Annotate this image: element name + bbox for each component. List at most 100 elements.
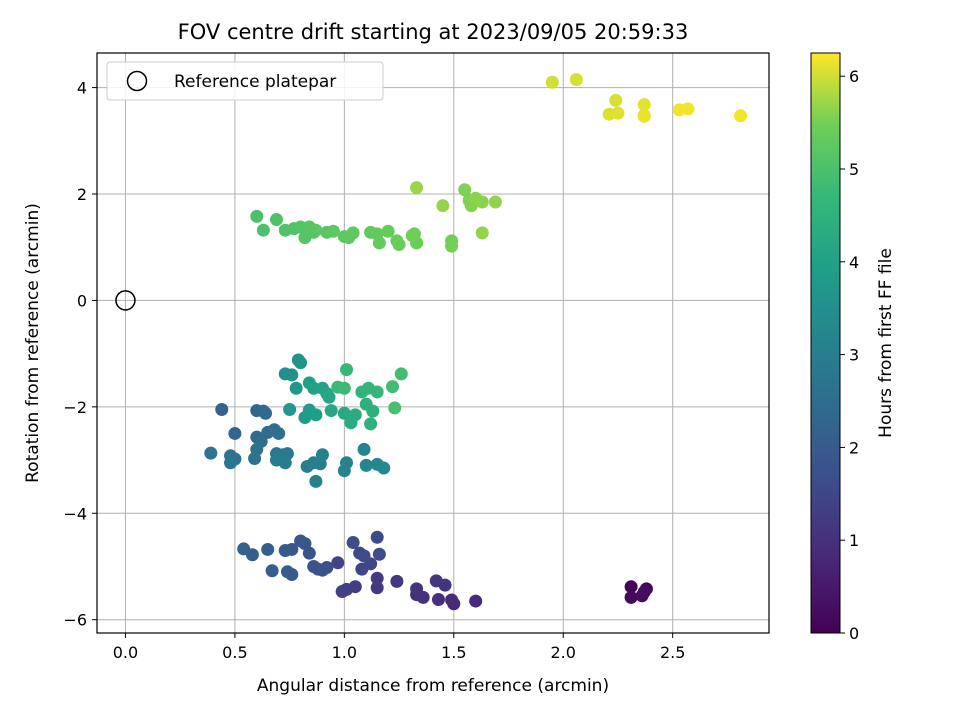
legend-box: [106, 61, 384, 101]
data-point: [624, 590, 638, 604]
data-point: [228, 426, 242, 440]
data-point: [285, 368, 299, 382]
data-point: [370, 571, 384, 585]
data-points: [204, 73, 748, 611]
colorbar-ticks: 0 1 2 3 4 5 6: [840, 67, 859, 643]
data-point: [289, 381, 303, 395]
colorbar-gradient: [810, 52, 841, 634]
data-point: [359, 458, 373, 472]
data-point: [348, 408, 362, 422]
data-point: [237, 542, 251, 556]
data-point: [248, 451, 262, 465]
data-point: [309, 474, 323, 488]
data-point: [357, 549, 371, 563]
legend: Reference platepar: [106, 61, 384, 101]
data-point: [269, 213, 283, 227]
data-point: [438, 578, 452, 592]
y-axis-label: Rotation from reference (arcmin): [23, 203, 43, 483]
colorbar-tick-label: 5: [849, 160, 859, 179]
data-point: [436, 199, 450, 213]
data-point: [410, 582, 424, 596]
data-point: [204, 446, 218, 460]
colorbar-tick-label: 1: [849, 531, 859, 550]
data-point: [475, 195, 489, 209]
x-tick-label: 2.0: [551, 643, 576, 662]
data-point: [458, 183, 472, 197]
data-point: [445, 239, 459, 253]
x-tick-label: 1.5: [441, 643, 466, 662]
data-point: [609, 93, 623, 107]
data-point: [545, 75, 559, 89]
data-point: [324, 404, 338, 418]
colorbar-tick-label: 4: [849, 253, 859, 272]
data-point: [637, 98, 651, 112]
data-point: [278, 544, 292, 558]
data-point: [445, 593, 459, 607]
y-tick-label: −4: [63, 504, 87, 523]
data-point: [322, 390, 336, 404]
data-point: [309, 223, 323, 237]
y-tick-label: −2: [63, 398, 87, 417]
colorbar: 0 1 2 3 4 5 6 Hours from first FF file: [810, 52, 896, 643]
data-point: [370, 385, 384, 399]
data-point: [469, 594, 483, 608]
data-point: [388, 401, 402, 415]
data-point: [272, 426, 286, 440]
chart-title: FOV centre drift starting at 2023/09/05 …: [178, 20, 689, 44]
data-point: [250, 209, 264, 223]
y-tick-label: 0: [77, 291, 87, 310]
x-tick-label: 0.5: [222, 643, 247, 662]
data-point: [309, 408, 323, 422]
data-point: [326, 224, 340, 238]
data-point: [335, 584, 349, 598]
y-axis-ticks: −6 −4 −2 0 2 4: [63, 79, 97, 630]
data-point: [569, 73, 583, 87]
colorbar-label: Hours from first FF file: [876, 248, 896, 438]
data-point: [261, 542, 275, 556]
data-point: [372, 236, 386, 250]
data-point: [315, 448, 329, 462]
data-point: [256, 223, 270, 237]
plot-frame: [96, 52, 770, 634]
data-point: [377, 461, 391, 475]
data-point: [637, 109, 651, 123]
data-point: [637, 585, 651, 599]
reference-marker: [115, 290, 136, 311]
data-point: [337, 381, 351, 395]
y-tick-label: 4: [77, 79, 87, 98]
x-axis-ticks: 0.0 0.5 1.0 1.5 2.0 2.5: [113, 633, 685, 662]
data-point: [405, 229, 419, 243]
data-point: [307, 559, 321, 573]
colorbar-tick-label: 0: [849, 624, 859, 643]
data-point: [370, 530, 384, 544]
y-tick-label: 2: [77, 185, 87, 204]
data-point: [224, 456, 238, 470]
data-point: [370, 581, 384, 595]
data-point: [681, 102, 695, 116]
x-tick-label: 2.5: [660, 643, 685, 662]
legend-entry-label: Reference platepar: [174, 72, 336, 92]
data-point: [372, 547, 386, 561]
data-point: [357, 442, 371, 456]
data-point: [488, 195, 502, 209]
data-point: [259, 406, 273, 420]
data-point: [331, 556, 345, 570]
data-point: [265, 564, 279, 578]
data-point: [734, 109, 748, 123]
y-tick-label: −6: [63, 611, 87, 630]
data-point: [215, 403, 229, 417]
data-point: [410, 181, 424, 195]
grid: [97, 53, 769, 633]
data-point: [346, 226, 360, 240]
data-point: [431, 592, 445, 606]
data-point: [394, 367, 408, 381]
data-point: [340, 456, 354, 470]
data-point: [475, 226, 489, 240]
legend-marker-icon: [126, 70, 148, 92]
data-point: [283, 403, 297, 417]
data-point: [337, 406, 351, 420]
data-point: [611, 106, 625, 120]
reference-platepar-point: [115, 290, 136, 311]
x-tick-label: 0.0: [113, 643, 138, 662]
